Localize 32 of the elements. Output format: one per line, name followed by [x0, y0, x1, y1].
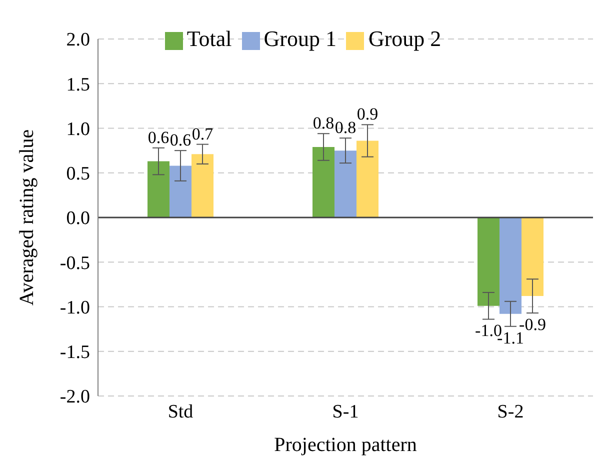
- bar: [356, 140, 378, 218]
- bar: [522, 218, 544, 296]
- bar: [148, 161, 170, 218]
- legend-label: Group 2: [368, 26, 442, 51]
- bar: [500, 218, 522, 314]
- bar: [478, 218, 500, 306]
- bar: [312, 146, 334, 218]
- data-label: 0.6: [148, 128, 170, 147]
- y-tick-label: 0.5: [66, 164, 90, 185]
- legend-label: Group 1: [264, 26, 336, 51]
- y-tick-label: -1.0: [60, 297, 90, 318]
- data-label: 0.8: [334, 118, 356, 138]
- x-tick-label: S-1: [332, 401, 359, 422]
- bar: [192, 154, 214, 218]
- y-tick-label: -1.5: [60, 342, 90, 364]
- y-tick-label: 1.5: [66, 74, 90, 96]
- y-tick-label: -0.5: [60, 252, 90, 274]
- data-label: 0.7: [192, 124, 214, 144]
- y-tick-label: -2.0: [60, 386, 90, 408]
- y-tick-label: 0.0: [66, 208, 90, 230]
- bar: [170, 166, 192, 218]
- x-tick-label: Std: [168, 401, 194, 422]
- y-tick-label: 1.0: [66, 118, 90, 140]
- x-tick-label: S-2: [497, 401, 524, 422]
- data-label: 0.9: [356, 104, 378, 124]
- bar: [334, 150, 356, 218]
- x-axis-title: Projection pattern: [274, 434, 417, 456]
- legend-label: Total: [186, 26, 232, 51]
- data-label: 0.8: [312, 114, 334, 133]
- data-label: 0.6: [170, 130, 192, 150]
- y-axis-title: Averaged rating value: [16, 129, 38, 306]
- y-tick-label: 2.0: [66, 30, 90, 51]
